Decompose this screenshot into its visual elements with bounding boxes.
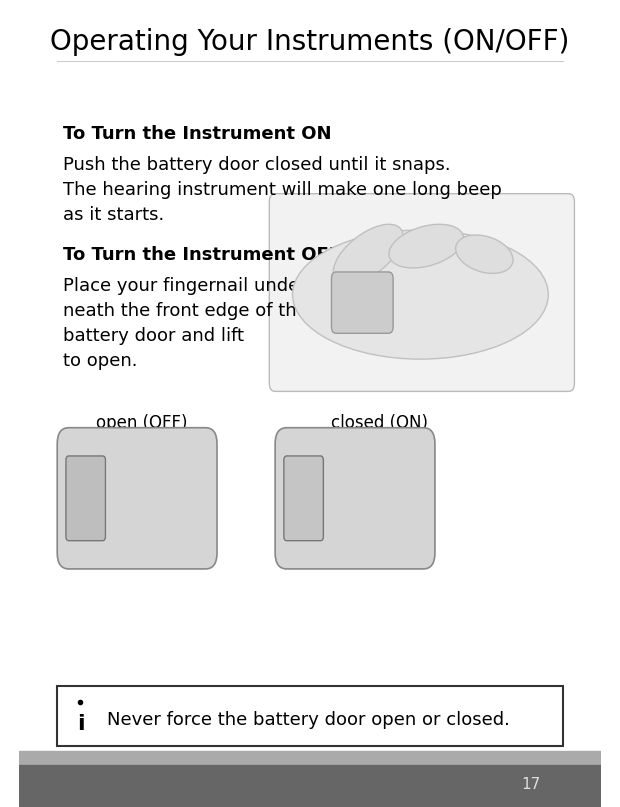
Text: i: i [77, 714, 84, 734]
FancyBboxPatch shape [57, 686, 563, 746]
FancyBboxPatch shape [269, 194, 574, 391]
Text: To Turn the Instrument OFF: To Turn the Instrument OFF [63, 246, 341, 264]
Ellipse shape [333, 224, 403, 284]
FancyBboxPatch shape [57, 428, 217, 569]
Text: Place your fingernail under-
neath the front edge of the
battery door and lift
t: Place your fingernail under- neath the f… [63, 277, 312, 370]
Ellipse shape [293, 230, 548, 359]
Bar [19, 751, 601, 765]
Ellipse shape [456, 235, 513, 274]
Text: Operating Your Instruments (ON/OFF): Operating Your Instruments (ON/OFF) [50, 28, 570, 56]
Text: open (OFF): open (OFF) [95, 414, 187, 432]
FancyBboxPatch shape [332, 272, 393, 333]
Bar [19, 765, 601, 807]
Text: Push the battery door closed until it snaps.
The hearing instrument will make on: Push the battery door closed until it sn… [63, 156, 502, 224]
Ellipse shape [389, 224, 464, 268]
FancyBboxPatch shape [284, 456, 324, 541]
FancyBboxPatch shape [66, 456, 105, 541]
Text: To Turn the Instrument ON: To Turn the Instrument ON [63, 125, 332, 143]
Text: closed (ON): closed (ON) [331, 414, 428, 432]
Text: 17: 17 [521, 777, 541, 792]
Text: Never force the battery door open or closed.: Never force the battery door open or clo… [107, 711, 510, 729]
FancyBboxPatch shape [275, 428, 435, 569]
